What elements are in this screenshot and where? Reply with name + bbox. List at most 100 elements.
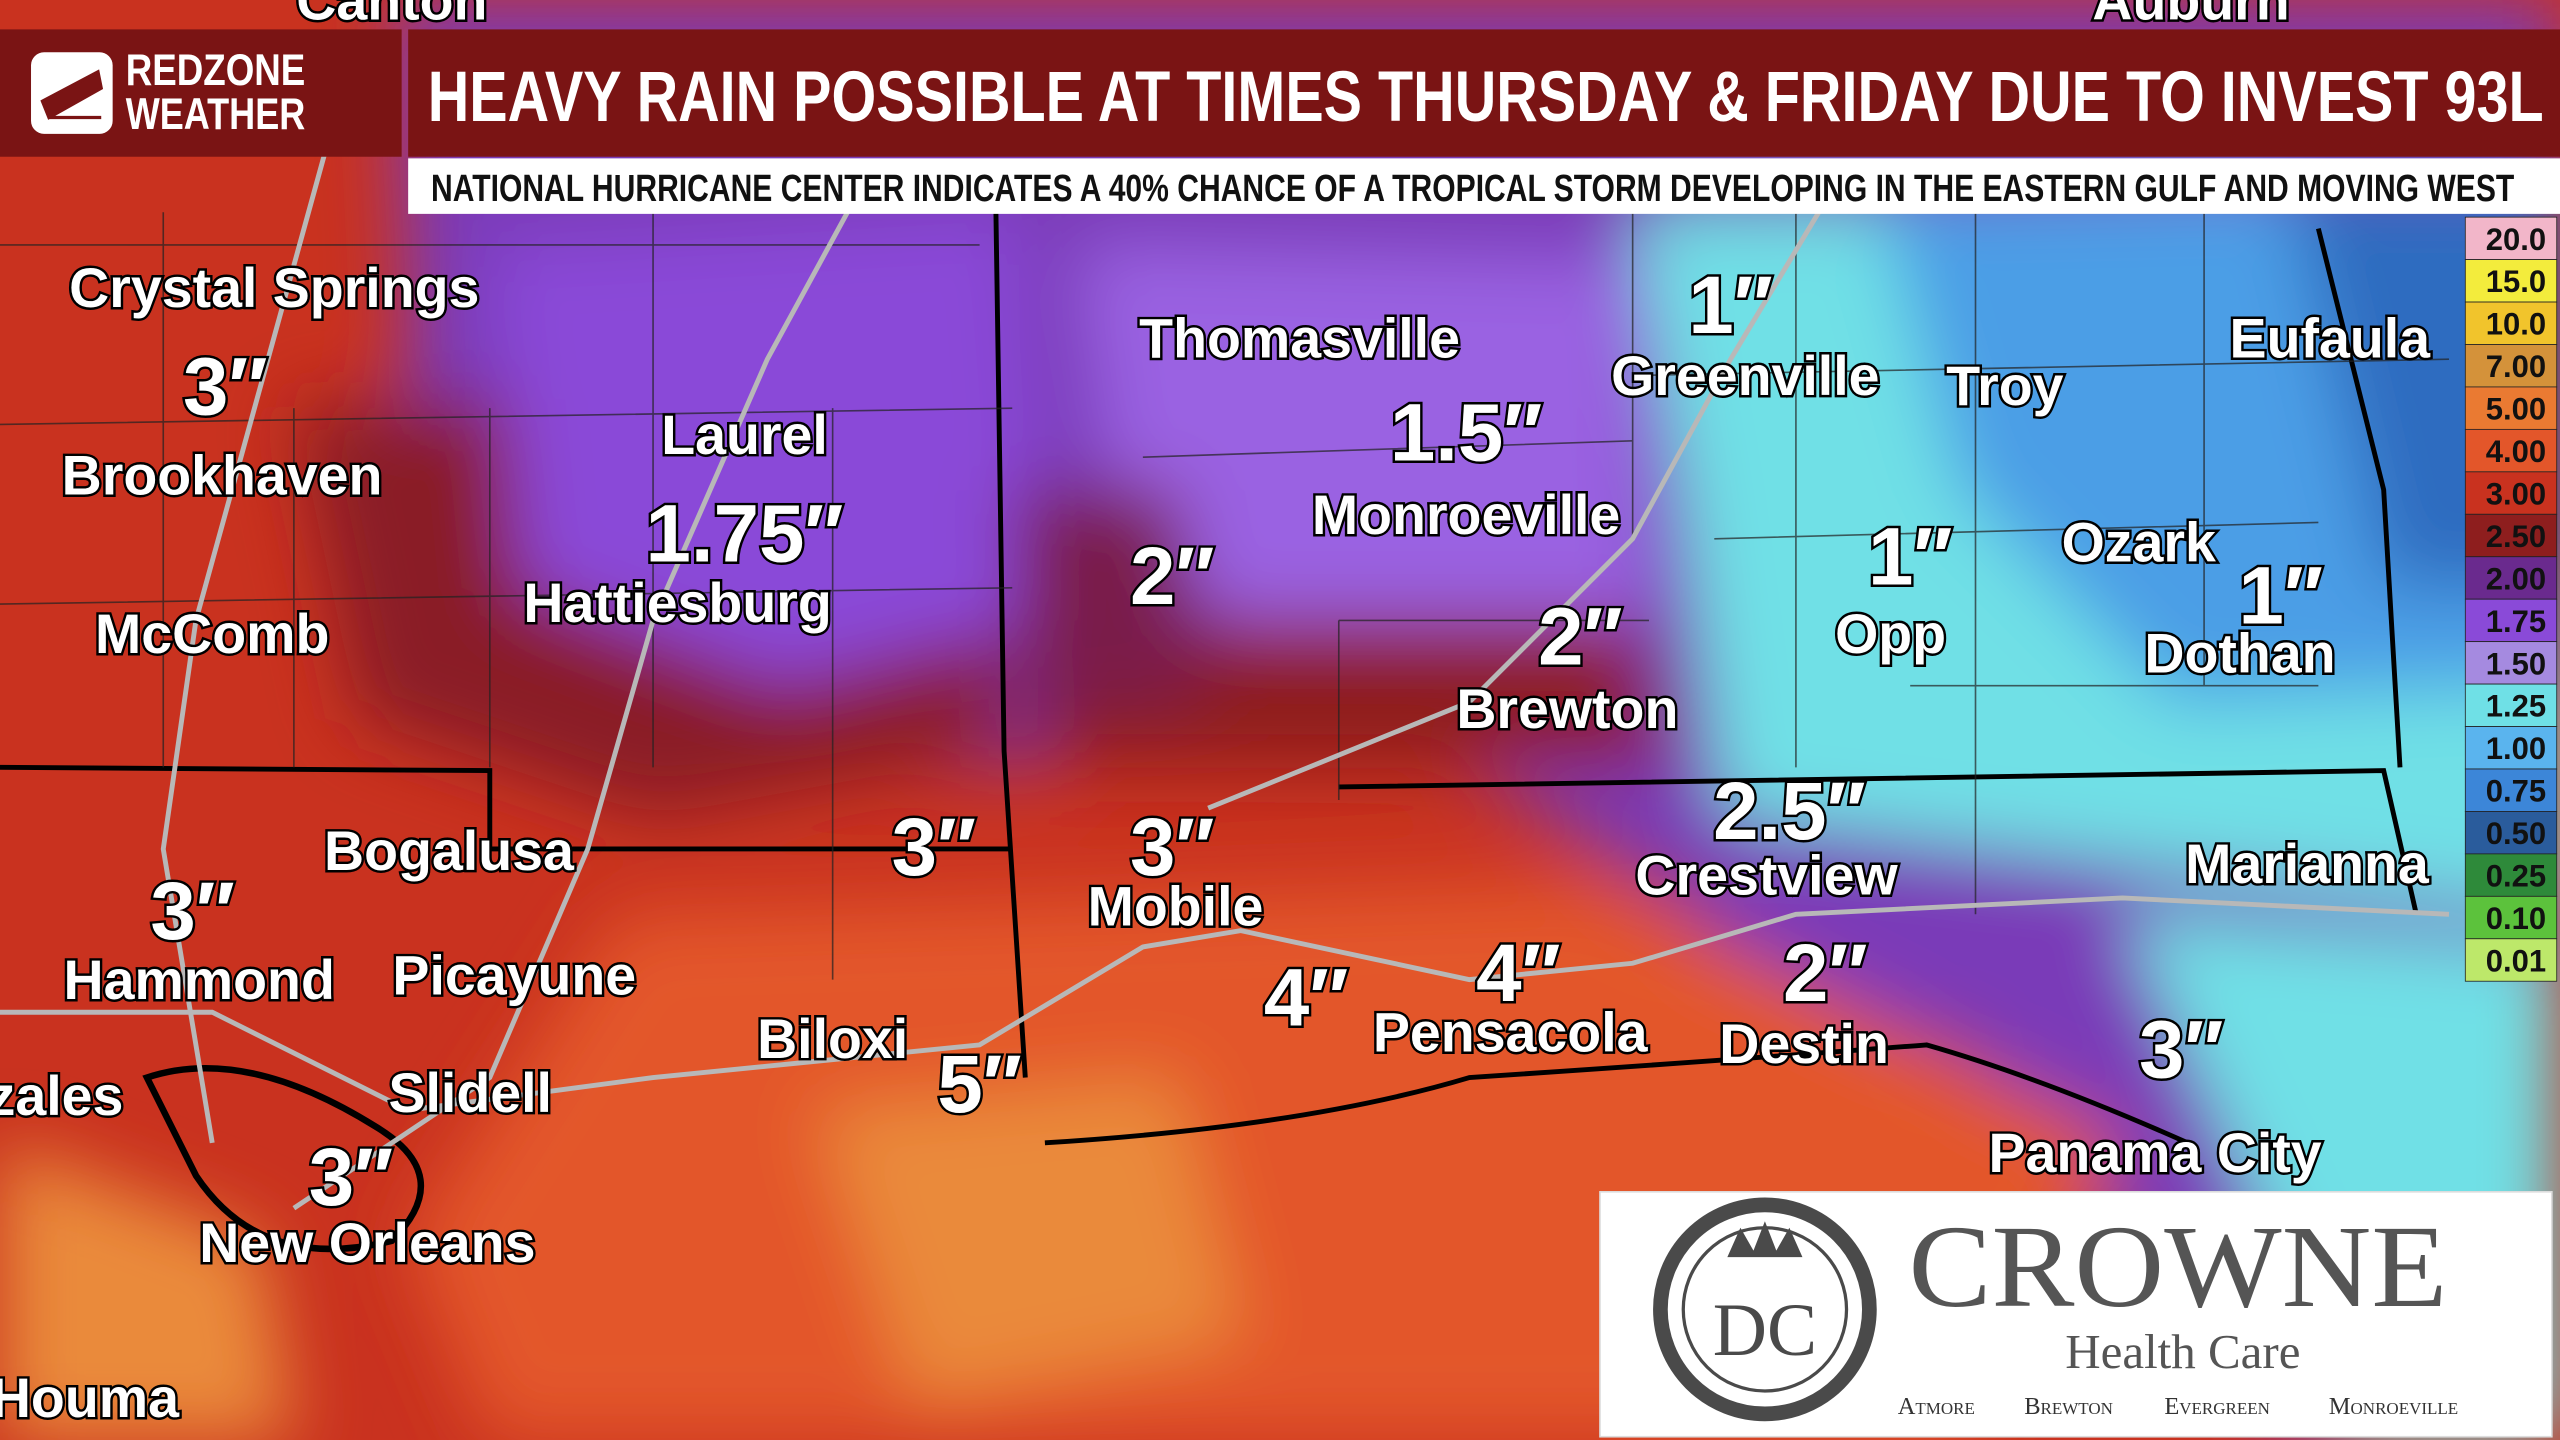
sponsor-ad: DC CROWNE Health Care Atmore Brewton Everg… [1599, 1191, 2553, 1438]
city-label: Houma [0, 1367, 180, 1429]
legend-label: 2.00 [2486, 561, 2546, 596]
rainfall-amount: 2″ [1130, 531, 1215, 622]
rainfall-amount: 2″ [1538, 591, 1623, 682]
city-label: Mobile [1088, 876, 1264, 938]
legend-swatch [2464, 938, 2558, 982]
rainfall-amount: 2″ [1783, 928, 1868, 1019]
city-label: Troy [1946, 355, 2063, 417]
legend: 20.0 15.0 10.0 7.00 5.00 4.00 3.00 2.50 2.00 1.75… [2464, 216, 2558, 982]
city-label: Laurel [661, 404, 828, 466]
legend-label: 4.00 [2486, 434, 2546, 469]
city-label: Dothan [2144, 623, 2335, 685]
city-label: Crystal Springs [69, 257, 479, 319]
legend-label: 0.25 [2486, 859, 2546, 894]
city-label: Thomasville [1139, 308, 1460, 370]
legend-swatch [2464, 301, 2558, 345]
legend-swatch [2464, 895, 2558, 940]
rainfall-amount: 3″ [309, 1132, 393, 1223]
brand-line: REDZONE [126, 46, 306, 95]
legend-swatch [2464, 768, 2558, 812]
city-label: Biloxi [757, 1008, 908, 1070]
rainfall-amount: 4″ [1476, 928, 1560, 1019]
city-label: zales [0, 1065, 123, 1127]
city-label: Picayune [392, 944, 636, 1006]
rainfall-amount: 3″ [2139, 1005, 2224, 1096]
rainfall-amount: 2.5″ [1713, 766, 1866, 857]
ad-crown [1727, 1221, 1803, 1258]
legend-label: 20.0 [2486, 222, 2546, 257]
rainfall-amount: 1″ [2239, 551, 2324, 642]
city-label: Brookhaven [62, 445, 383, 507]
rainfall-amount: 1″ [1688, 260, 1773, 351]
legend-swatch [2464, 556, 2558, 600]
legend-label: 0.75 [2486, 774, 2546, 809]
ad-box [1599, 1191, 2553, 1438]
legend-swatch [2464, 386, 2558, 430]
ad-tagline: Health Care [2065, 1324, 2300, 1379]
city-label: Monroeville [1312, 484, 1620, 546]
city-label: Canton [296, 0, 487, 32]
rainfall-amount: 1.5″ [1390, 387, 1543, 478]
legend-swatch [2464, 259, 2558, 303]
legend-label: 1.50 [2486, 646, 2546, 681]
city-label: Marianna [2185, 833, 2430, 895]
city-label: McComb [95, 603, 329, 665]
legend-swatch [2464, 513, 2558, 558]
legend-swatch [2464, 811, 2558, 855]
county-lines [0, 195, 2449, 980]
city-label: Opp [1835, 603, 1946, 665]
legend-label: 5.00 [2486, 392, 2546, 427]
city-label: Greenville [1611, 345, 1879, 407]
legend-label: 0.10 [2486, 901, 2546, 936]
legend-label: 10.0 [2486, 307, 2546, 342]
legend-swatch [2464, 726, 2558, 770]
ad-monogram: DC [1713, 1289, 1817, 1372]
rainfall-amount: 3″ [1130, 802, 1215, 893]
legend-swatch [2464, 598, 2558, 643]
ad-location: Monroeville [2329, 1393, 2458, 1420]
city-label: Panama City [1989, 1122, 2322, 1184]
city-label: New Orleans [199, 1212, 535, 1274]
legend-swatch [2464, 471, 2558, 515]
rainfall-amount: 1.75″ [646, 489, 844, 580]
city-label: Slidell [388, 1062, 551, 1124]
ad-emblem [1653, 1197, 1877, 1422]
legend-label: 1.25 [2486, 689, 2546, 724]
legend-label: 1.00 [2486, 731, 2546, 766]
legend-label: 2.50 [2486, 519, 2546, 554]
ad-name: CROWNE [1909, 1202, 2448, 1332]
map-labels: Canton Auburn Crystal Springs Brookhaven McC… [0, 0, 2434, 1432]
legend-swatch [2464, 683, 2558, 727]
ad-location: Evergreen [2164, 1393, 2270, 1420]
state-borders [0, 212, 2419, 1253]
subheadline: NATIONAL HURRICANE CENTER INDICATES A 40… [431, 167, 2514, 209]
city-label: Hattiesburg [523, 572, 831, 634]
rainfall-amount: 3″ [892, 802, 977, 893]
city-label: Bogalusa [324, 820, 575, 882]
ad-location: Brewton [2024, 1393, 2113, 1420]
brand-line: WEATHER [126, 90, 306, 139]
header: REDZONE WEATHER HEAVY RAIN POSSIBLE AT T… [0, 29, 2560, 214]
city-label: Ozark [2062, 512, 2216, 574]
rainfall-amount: 5″ [937, 1039, 1021, 1130]
logo-glyph [40, 69, 104, 120]
legend-swatch [2464, 641, 2558, 685]
legend-swatch [2464, 428, 2558, 473]
legend-label: 15.0 [2486, 264, 2546, 299]
rainfall-amount: 3″ [150, 866, 234, 957]
legend-label: 0.50 [2486, 816, 2546, 851]
legend-swatch [2464, 216, 2558, 260]
roads [0, 146, 2450, 1211]
legend-label: 1.75 [2486, 604, 2546, 639]
headline: HEAVY RAIN POSSIBLE AT TIMES THURSDAY & … [428, 57, 2544, 137]
city-label: Auburn [2092, 0, 2289, 32]
city-label: Crestview [1635, 845, 1898, 907]
legend-label: 0.01 [2486, 943, 2546, 978]
city-label: Eufaula [2230, 308, 2432, 370]
ad-locations: Atmore Brewton Evergreen Monroeville [1898, 1393, 2458, 1420]
legend-label: 7.00 [2486, 349, 2546, 384]
legend-label: 3.00 [2486, 476, 2546, 511]
city-label: Brewton [1456, 678, 1678, 740]
